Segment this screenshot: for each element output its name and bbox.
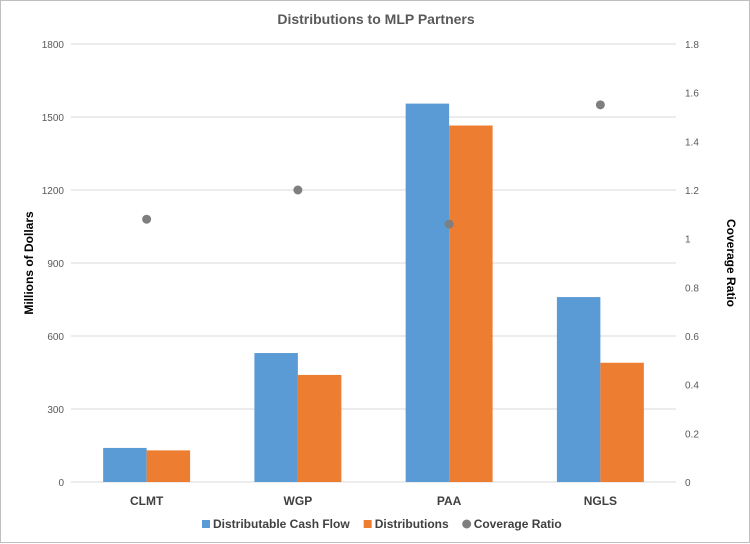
right-axis-ticks: 0 0.2 0.4 0.6 0.8 1 1.2 1.4 1.6 1.8 xyxy=(685,40,699,489)
bar-distributable-cash-flow-wgp xyxy=(254,353,298,482)
legend-marker xyxy=(462,519,472,529)
legend-swatch xyxy=(363,520,372,528)
coverage-ratio-point-clmt xyxy=(142,214,152,224)
right-tick-label: 0.4 xyxy=(685,381,699,392)
left-tick-label: 900 xyxy=(47,259,64,270)
bar-distributable-cash-flow-clmt xyxy=(103,447,147,482)
right-tick-label: 1 xyxy=(685,235,691,246)
bar-distributions-wgp xyxy=(297,374,342,482)
left-axis-ticks: 0 300 600 900 1200 1500 1800 xyxy=(42,40,65,489)
category-label: NGLS xyxy=(584,494,617,508)
bars xyxy=(103,103,644,483)
category-label: WGP xyxy=(284,494,313,508)
bar-distributions-ngls xyxy=(600,362,644,482)
legend-label: Coverage Ratio xyxy=(474,517,562,531)
right-tick-label: 0 xyxy=(685,478,691,489)
gridlines xyxy=(71,43,676,483)
left-tick-label: 1800 xyxy=(42,40,65,51)
category-label: CLMT xyxy=(130,494,164,508)
left-tick-label: 300 xyxy=(47,405,64,416)
coverage-points xyxy=(142,100,605,229)
bar-distributions-paa xyxy=(449,125,493,483)
right-tick-label: 0.8 xyxy=(685,283,699,294)
coverage-ratio-point-ngls xyxy=(595,100,605,110)
y2-axis-title: Coverage Ratio xyxy=(724,219,738,307)
right-tick-label: 1.4 xyxy=(685,137,699,148)
bar-distributable-cash-flow-paa xyxy=(405,103,450,482)
coverage-ratio-point-wgp xyxy=(293,185,303,195)
bar-distributions-clmt xyxy=(146,450,191,482)
legend: Distributable Cash Flow Distributions Cove… xyxy=(202,517,562,531)
category-label: PAA xyxy=(437,494,462,508)
right-tick-label: 0.6 xyxy=(685,332,699,343)
chart-title: Distributions to MLP Partners xyxy=(277,11,475,27)
right-tick-label: 1.2 xyxy=(685,186,699,197)
right-tick-label: 1.6 xyxy=(685,89,699,100)
y-axis-title: Millions of Dollars xyxy=(22,211,36,315)
left-tick-label: 1500 xyxy=(42,113,65,124)
category-labels: CLMT WGP PAA NGLS xyxy=(130,494,617,508)
bar-distributable-cash-flow-ngls xyxy=(556,297,601,482)
left-tick-label: 600 xyxy=(47,332,64,343)
legend-swatch xyxy=(202,520,210,528)
left-tick-label: 0 xyxy=(58,478,64,489)
left-tick-label: 1200 xyxy=(42,186,65,197)
legend-label: Distributions xyxy=(375,517,449,531)
right-tick-label: 1.8 xyxy=(685,40,699,51)
coverage-ratio-point-paa xyxy=(444,219,454,229)
legend-label: Distributable Cash Flow xyxy=(213,517,350,531)
right-tick-label: 0.2 xyxy=(685,429,699,440)
